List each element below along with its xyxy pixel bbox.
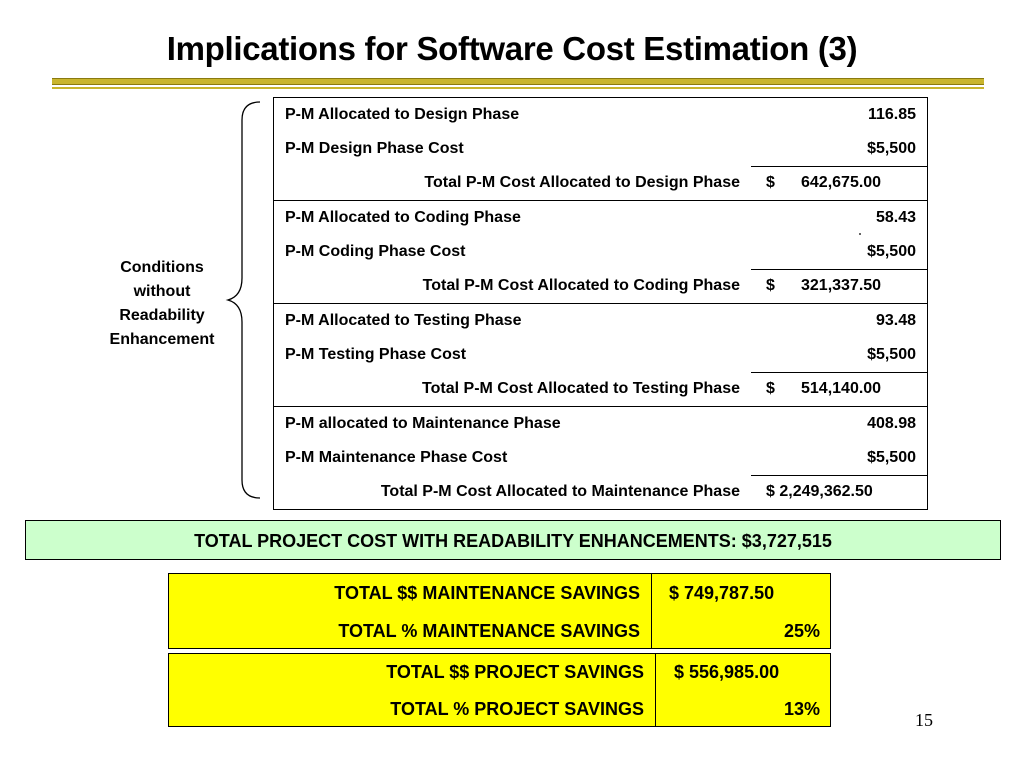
table-row: P-M Maintenance Phase Cost $5,500 (274, 441, 927, 475)
phase-cost-table: P-M Allocated to Design Phase 116.85 P-M… (273, 97, 928, 510)
row-label: P-M Design Phase Cost (285, 140, 464, 157)
savings-value: 13% (783, 699, 820, 719)
row-value: 58.43 (875, 209, 916, 226)
total-amount: 514,140.00 (801, 380, 882, 397)
project-savings-box: TOTAL $$ PROJECT SAVINGS $ 556,985.00 TO… (168, 653, 831, 727)
total-row: Total P-M Cost Allocated to Design Phase… (274, 166, 927, 200)
title-rule-underline (52, 87, 984, 89)
savings-value: 25% (783, 621, 820, 641)
table-row: P-M Testing Phase Cost $5,500 (274, 338, 927, 372)
column-divider (651, 574, 652, 648)
testing-group: P-M Allocated to Testing Phase 93.48 P-M… (274, 303, 927, 406)
total-currency: $ (766, 174, 775, 191)
total-row: Total P-M Cost Allocated to Testing Phas… (274, 372, 927, 406)
row-value: $5,500 (867, 346, 916, 363)
row-value: $5,500 (867, 140, 916, 157)
condition-label: Conditions without Readability Enhanceme… (92, 256, 232, 352)
total-row: Total P-M Cost Allocated to Maintenance … (274, 475, 927, 509)
slide-title: Implications for Software Cost Estimatio… (166, 30, 858, 67)
total-label: Total P-M Cost Allocated to Coding Phase (422, 277, 740, 294)
row-value: 93.48 (875, 312, 916, 329)
table-row: P-M Allocated to Design Phase 116.85 (274, 98, 927, 132)
total-amount: 642,675.00 (801, 174, 882, 191)
row-label: P-M allocated to Maintenance Phase (285, 415, 561, 432)
row-value: $5,500 (867, 243, 916, 260)
page-number: 15 (915, 710, 933, 730)
condition-line: Readability (119, 307, 205, 324)
table-row: P-M Coding Phase Cost $5,500 (274, 235, 927, 269)
savings-label: TOTAL % PROJECT SAVINGS (390, 699, 644, 719)
condition-line: without (133, 283, 191, 300)
savings-value: $ 749,787.50 (669, 583, 775, 603)
curly-brace (225, 101, 261, 499)
savings-row: TOTAL % PROJECT SAVINGS 13% (169, 691, 830, 728)
row-label: P-M Allocated to Coding Phase (285, 209, 521, 226)
savings-label: TOTAL $$ MAINTENANCE SAVINGS (334, 583, 640, 603)
total-amount: 321,337.50 (801, 277, 882, 294)
total-label: Total P-M Cost Allocated to Maintenance … (380, 483, 740, 500)
total-currency: $ (766, 380, 775, 397)
savings-row: TOTAL $$ MAINTENANCE SAVINGS $ 749,787.5… (169, 574, 830, 612)
total-amount: $ 2,249,362.50 (766, 483, 873, 500)
row-label: P-M Testing Phase Cost (285, 346, 467, 363)
table-row: P-M Allocated to Testing Phase 93.48 (274, 304, 927, 338)
total-currency: $ (766, 277, 775, 294)
total-label: Total P-M Cost Allocated to Design Phase (424, 174, 740, 191)
design-group: P-M Allocated to Design Phase 116.85 P-M… (274, 98, 927, 200)
savings-row: TOTAL $$ PROJECT SAVINGS $ 556,985.00 (169, 654, 830, 691)
condition-line: Enhancement (109, 331, 215, 348)
savings-label: TOTAL $$ PROJECT SAVINGS (386, 662, 644, 682)
total-label: Total P-M Cost Allocated to Testing Phas… (422, 380, 740, 397)
total-row: Total P-M Cost Allocated to Coding Phase… (274, 269, 927, 303)
title-rule (52, 78, 984, 85)
row-label: P-M Maintenance Phase Cost (285, 449, 508, 466)
row-label: P-M Allocated to Testing Phase (285, 312, 522, 329)
condition-line: Conditions (120, 259, 204, 276)
row-label: P-M Coding Phase Cost (285, 243, 466, 260)
table-row: P-M allocated to Maintenance Phase 408.9… (274, 407, 927, 441)
table-row: P-M Design Phase Cost $5,500 (274, 132, 927, 166)
row-label: P-M Allocated to Design Phase (285, 106, 520, 123)
row-value: 408.98 (867, 415, 916, 432)
project-total-box: TOTAL PROJECT COST WITH READABILITY ENHA… (25, 520, 1001, 560)
coding-group: P-M Allocated to Coding Phase 58.43 P-M … (274, 200, 927, 303)
maintenance-group: P-M allocated to Maintenance Phase 408.9… (274, 406, 927, 509)
row-value: 116.85 (867, 106, 916, 123)
savings-row: TOTAL % MAINTENANCE SAVINGS 25% (169, 612, 830, 650)
savings-value: $ 556,985.00 (674, 662, 780, 682)
column-divider (655, 654, 656, 726)
maintenance-savings-box: TOTAL $$ MAINTENANCE SAVINGS $ 749,787.5… (168, 573, 831, 649)
stray-dot (859, 233, 861, 235)
table-row: P-M Allocated to Coding Phase 58.43 (274, 201, 927, 235)
row-value: $5,500 (867, 449, 916, 466)
savings-label: TOTAL % MAINTENANCE SAVINGS (338, 621, 640, 641)
